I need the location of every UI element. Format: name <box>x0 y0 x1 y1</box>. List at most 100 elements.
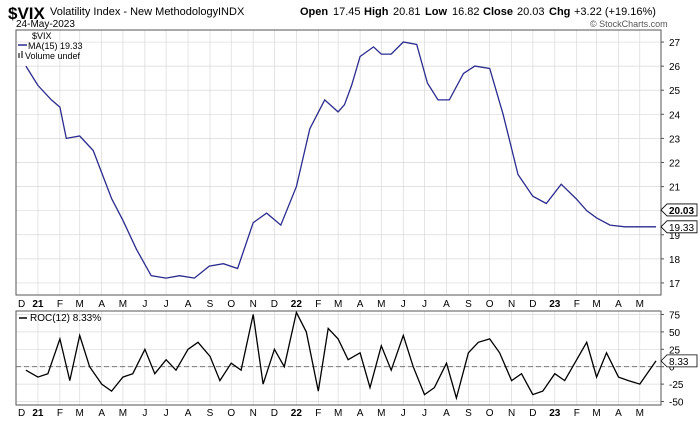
x-tick-label: A <box>443 299 450 310</box>
x-tick-label: M <box>592 299 600 310</box>
roc-y-axis: -50 -25 0 25 50 75 <box>661 310 684 409</box>
close-label: Close <box>483 6 513 18</box>
x-tick-label: D <box>529 299 536 310</box>
main-grid <box>16 30 661 295</box>
roc-y-tick-label: 0 <box>669 363 675 374</box>
x-tick-label: A <box>357 408 364 419</box>
main-y-axis: 1718192021222324252627 <box>661 38 681 290</box>
x-tick-label: A <box>98 408 105 419</box>
legend-ma: MA(15) 19.33 <box>28 41 83 51</box>
x-tick-label: M <box>592 408 600 419</box>
x-tick-label: M <box>119 408 127 419</box>
legend-volume-swatch-2 <box>21 51 23 58</box>
close-value: 20.03 <box>517 6 545 18</box>
low-label: Low <box>425 6 447 18</box>
legend-symbol: $VIX <box>32 31 52 41</box>
watermark: © StockCharts.com <box>590 19 668 29</box>
x-tick-label: F <box>57 408 63 419</box>
x-tick-label: 21 <box>32 408 44 419</box>
x-tick-label: J <box>422 408 427 419</box>
x-tick-label: M <box>76 408 84 419</box>
x-tick-label: N <box>508 408 515 419</box>
exchange-label: INDX <box>218 6 245 18</box>
close-value-tag-box <box>660 203 698 217</box>
x-tick-label: 23 <box>549 299 561 310</box>
x-tick-label: M <box>334 408 342 419</box>
ma-value-tag-box <box>660 220 698 234</box>
roc-y-tick-label: -25 <box>669 380 684 391</box>
main-y-tick-label: 17 <box>669 279 681 290</box>
roc-series-line <box>25 310 657 401</box>
x-tick-label: S <box>207 408 214 419</box>
x-tick-label: F <box>57 299 63 310</box>
roc-value-label: 8.33 <box>669 357 689 368</box>
x-tick-label: F <box>574 408 580 419</box>
main-y-tick-label: 24 <box>669 110 681 121</box>
x-tick-label: M <box>636 408 644 419</box>
x-tick-label: D <box>18 299 25 310</box>
roc-y-tick-label: 75 <box>669 310 681 321</box>
x-tick-label: F <box>315 408 321 419</box>
x-tick-label: 21 <box>32 299 44 310</box>
low-value: 16.82 <box>452 6 480 18</box>
legend-volume: Volume undef <box>25 51 81 61</box>
ohlc-summary: Open 17.45 High 20.81 Low 16.82 Close 20… <box>300 6 656 18</box>
x-tick-label: D <box>271 299 278 310</box>
x-tick-label: O <box>227 408 235 419</box>
x-tick-label: O <box>486 408 494 419</box>
roc-legend: ROC(12) 8.33% <box>30 313 101 324</box>
x-tick-label: M <box>76 299 84 310</box>
x-tick-label: A <box>185 299 192 310</box>
x-tick-label: 23 <box>549 408 561 419</box>
x-tick-label: J <box>401 299 406 310</box>
last-value-tags: 20.03 19.33 <box>660 203 698 234</box>
ma-value-tag: 19.33 <box>669 223 694 234</box>
x-tick-label: A <box>185 408 192 419</box>
ma-series-line <box>25 41 656 279</box>
x-tick-label: M <box>636 299 644 310</box>
x-tick-label: 22 <box>291 408 303 419</box>
x-tick-label: M <box>119 299 127 310</box>
roc-y-tick-label: 50 <box>669 328 681 339</box>
main-x-axis: D 21 F M A M J J A S O N D 22 F M A M J J A S O N D 23 F M A M <box>18 299 644 310</box>
x-tick-label: N <box>250 299 257 310</box>
open-value: 17.45 <box>333 6 361 18</box>
roc-y-tick-label: 25 <box>669 345 681 356</box>
chg-label: Chg <box>549 6 570 18</box>
index-name: Volatility Index - New Methodology <box>50 6 219 18</box>
x-tick-label: M <box>377 408 385 419</box>
roc-x-axis: D 21 F M A M J J A S O N D 22 F M A M J J A S O N D 23 F M A M <box>18 408 644 419</box>
ticker-symbol: $VIX <box>8 4 46 23</box>
x-tick-label: N <box>508 299 515 310</box>
x-tick-label: D <box>18 408 25 419</box>
main-y-tick-label: 19 <box>669 231 681 242</box>
x-tick-label: S <box>207 299 214 310</box>
x-tick-label: 22 <box>291 299 303 310</box>
high-label: High <box>364 6 389 18</box>
main-y-tick-label: 27 <box>669 38 681 49</box>
x-tick-label: A <box>357 299 364 310</box>
x-tick-label: O <box>227 299 235 310</box>
x-tick-label: A <box>615 299 622 310</box>
roc-y-tick-label: -50 <box>669 398 684 409</box>
roc-panel-frame <box>15 310 662 406</box>
x-tick-label: J <box>142 299 147 310</box>
x-tick-label: J <box>422 299 427 310</box>
x-tick-label: F <box>574 299 580 310</box>
chart-date: 24-May-2023 <box>16 19 75 30</box>
x-tick-label: J <box>142 408 147 419</box>
main-y-tick-label: 18 <box>669 255 681 266</box>
x-tick-label: M <box>334 299 342 310</box>
x-tick-label: S <box>465 408 472 419</box>
x-tick-label: A <box>615 408 622 419</box>
legend-volume-swatch <box>18 53 20 58</box>
x-tick-label: S <box>465 299 472 310</box>
x-tick-label: A <box>98 299 105 310</box>
x-tick-label: O <box>486 299 494 310</box>
high-value: 20.81 <box>393 6 421 18</box>
main-y-tick-label: 25 <box>669 86 681 97</box>
chg-value: +3.22 (+19.16%) <box>574 6 656 18</box>
main-y-tick-label: 23 <box>669 134 681 145</box>
x-tick-label: J <box>401 408 406 419</box>
